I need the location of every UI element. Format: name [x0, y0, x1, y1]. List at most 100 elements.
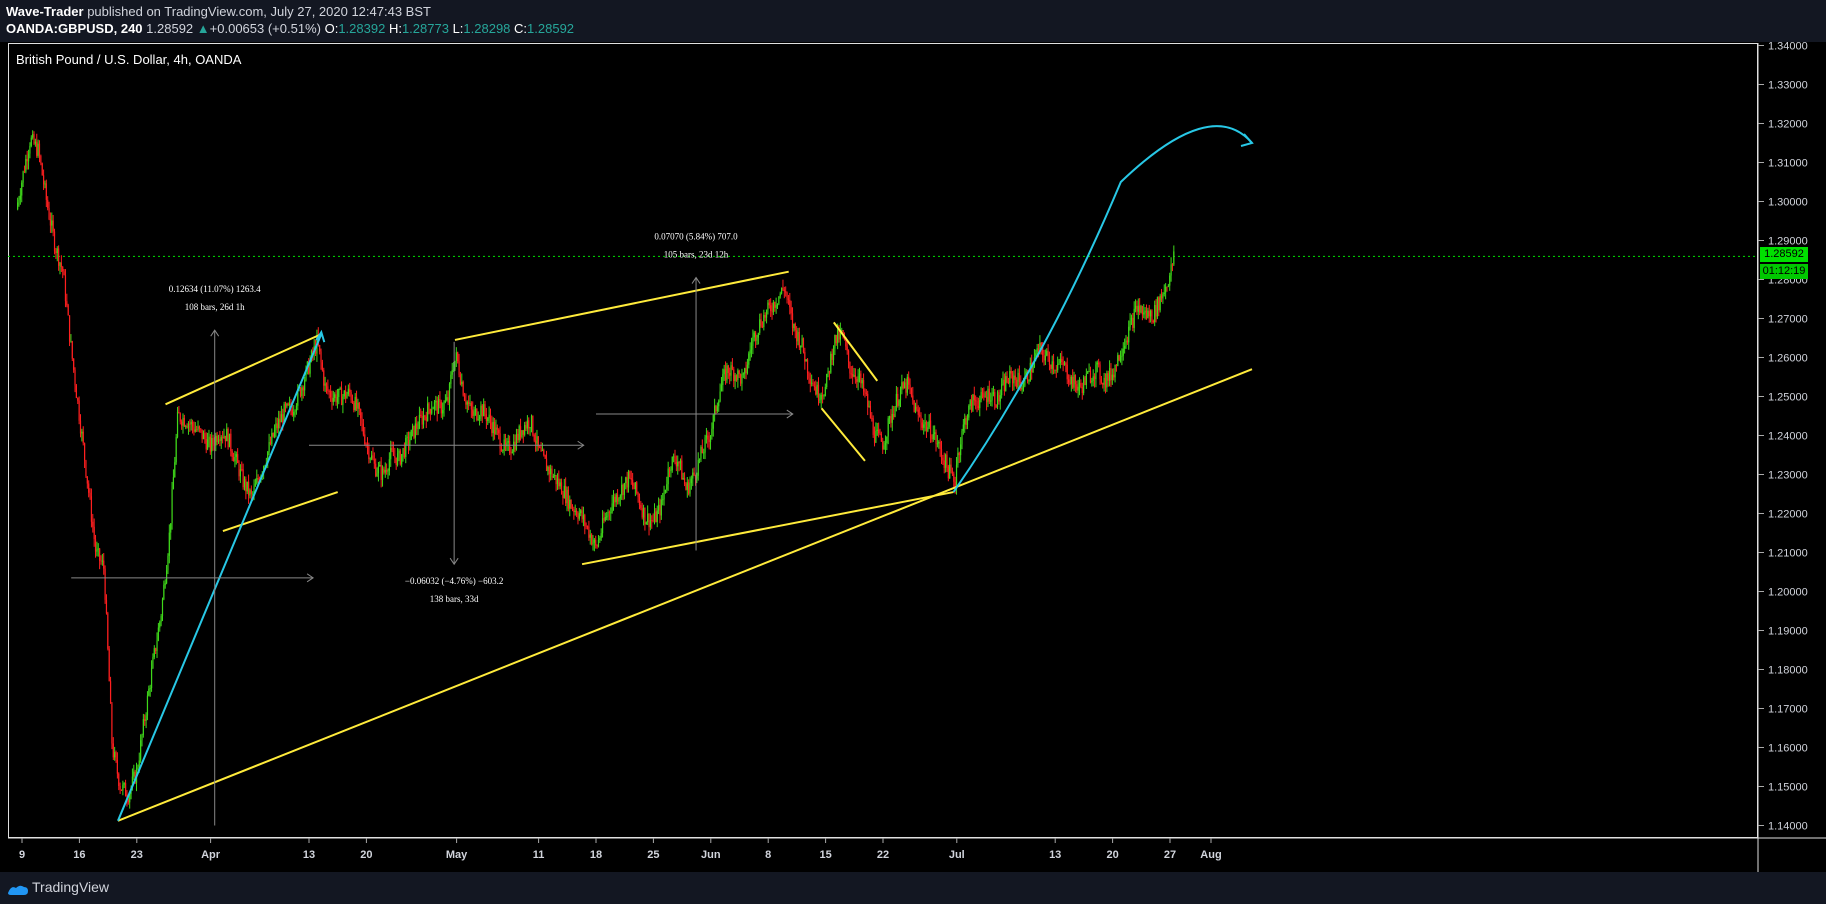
candle-up [623, 483, 626, 495]
candle-down [345, 390, 347, 399]
candle-up [718, 401, 720, 407]
candle-up [779, 293, 781, 297]
candle-up [145, 715, 147, 722]
candle-up [1088, 370, 1090, 372]
candle-up [176, 412, 179, 438]
candle-down [375, 463, 377, 477]
candle-down [770, 305, 772, 311]
candle-down [191, 421, 194, 427]
candle-up [604, 516, 606, 521]
candle-up [347, 388, 349, 395]
candle-down [1115, 365, 1118, 366]
measure-h-arrow-icon [786, 409, 794, 419]
candle-down [440, 401, 442, 414]
candle-up [305, 367, 307, 381]
candle-up [1117, 355, 1119, 366]
candle-up [1114, 365, 1116, 378]
candle-down [755, 332, 757, 341]
candle-down [291, 409, 293, 416]
candle-up [1029, 362, 1031, 381]
candle-up [271, 432, 273, 445]
candle-up [816, 384, 818, 395]
candle-up [234, 457, 236, 462]
author-name[interactable]: Wave-Trader [6, 4, 84, 19]
candle-up [578, 513, 580, 519]
candle-up [1013, 375, 1015, 384]
price-chart[interactable]: 1.34000 1.33000 1.32000 1.31000 1.30000 1.290… [0, 0, 1826, 872]
candle-up [996, 392, 999, 408]
candle-down [48, 208, 50, 219]
candle-down [630, 477, 632, 480]
candle-down [806, 359, 809, 374]
candle-down [447, 397, 449, 403]
candle-up [797, 331, 799, 342]
candle-down [517, 433, 519, 441]
candle-up [157, 627, 159, 641]
candle-up [1156, 297, 1159, 317]
candle-down [764, 315, 766, 318]
candle-up [122, 784, 124, 791]
candle-down [89, 492, 91, 497]
candle-up [611, 503, 613, 513]
y-tick-label: 1.23000 [1768, 470, 1808, 482]
candle-down [276, 423, 278, 429]
y-tick-label: 1.17000 [1768, 704, 1808, 716]
candle-down [62, 267, 64, 272]
candle-down [973, 394, 975, 401]
candle-down [115, 752, 117, 760]
tradingview-logo-icon[interactable] [7, 882, 29, 896]
candle-down [867, 393, 869, 407]
candle-up [431, 409, 433, 414]
trendline [820, 407, 866, 462]
candle-up [495, 427, 497, 435]
candle-down [364, 434, 366, 445]
candle-down [761, 325, 764, 328]
candle-down [196, 429, 198, 431]
candle-down [241, 469, 243, 470]
candle-up [295, 405, 298, 412]
candle-up [30, 137, 32, 146]
candle-down [1003, 379, 1005, 392]
candle-up [592, 542, 594, 545]
candle-up [1159, 295, 1161, 311]
candle-up [454, 360, 456, 370]
candle-up [677, 461, 679, 467]
candle-down [632, 479, 634, 486]
candle-up [480, 405, 482, 417]
candle-down [1047, 350, 1049, 357]
candle-up [256, 478, 258, 484]
candle-up [705, 435, 708, 438]
footer-brand[interactable]: TradingView [32, 879, 110, 895]
candle-down [1007, 382, 1010, 384]
candle-up [21, 182, 23, 196]
y-tick-label: 1.20000 [1768, 587, 1808, 599]
candle-up [466, 402, 468, 405]
candle-down [782, 287, 784, 290]
candle-down [23, 171, 26, 173]
candle-up [149, 688, 151, 689]
candle-down [282, 414, 284, 423]
candle-up [928, 420, 930, 428]
candle-down [351, 399, 354, 403]
candle-down [852, 374, 854, 377]
candle-up [239, 469, 241, 477]
candle-down [940, 449, 943, 458]
candle-up [286, 403, 288, 407]
candle-down [588, 526, 590, 538]
candle-down [537, 436, 539, 447]
candle-down [116, 759, 118, 774]
candle-up [304, 380, 306, 391]
candle-up [1122, 348, 1124, 356]
candle-up [211, 437, 213, 452]
candle-up [964, 418, 966, 425]
candle-down [209, 436, 211, 452]
candle-up [530, 415, 533, 428]
candle-up [936, 443, 938, 445]
candle-up [215, 435, 217, 446]
candle-down [462, 381, 464, 396]
candle-up [369, 458, 371, 460]
candle-down [204, 433, 206, 440]
candle-down [965, 418, 967, 425]
publish-line: Wave-Trader published on TradingView.com… [6, 4, 431, 19]
candle-up [25, 158, 27, 172]
